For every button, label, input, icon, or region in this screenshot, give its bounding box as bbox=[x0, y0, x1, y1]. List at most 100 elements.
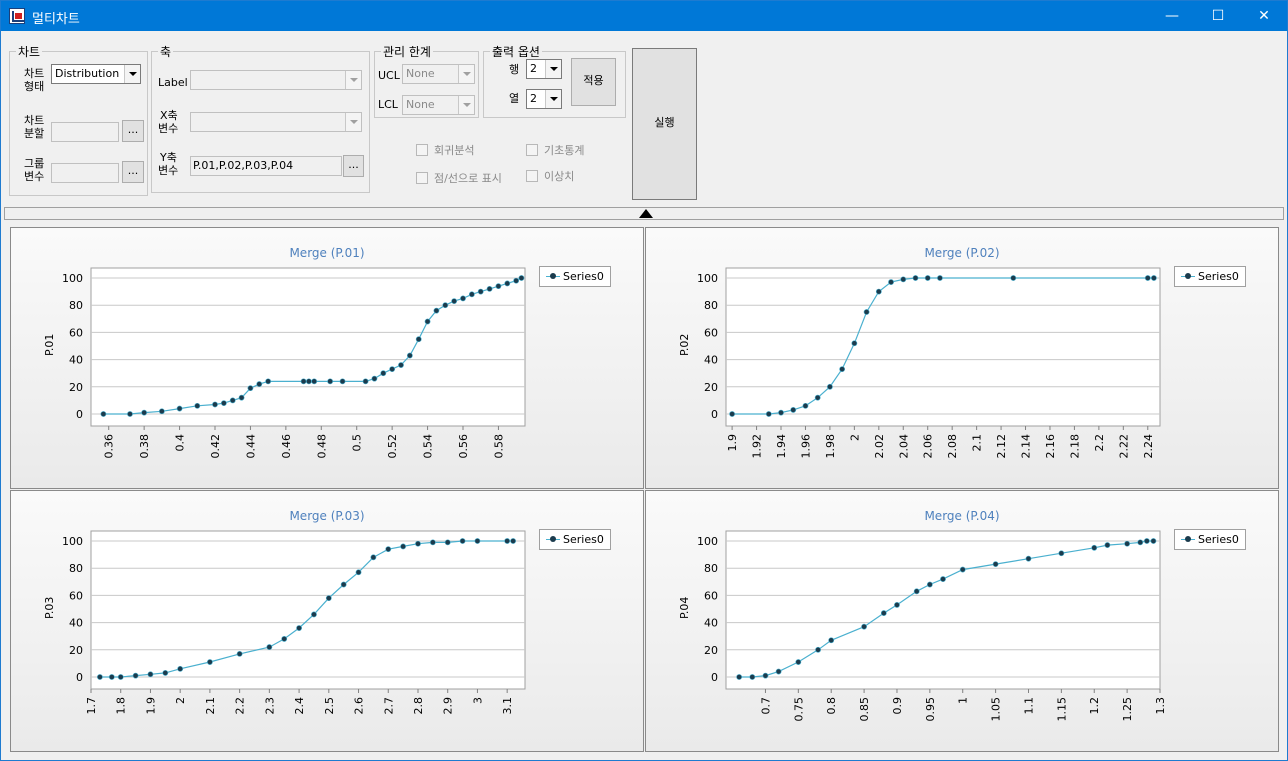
chevron-down-icon[interactable] bbox=[345, 113, 361, 131]
data-point bbox=[495, 283, 502, 290]
x-tick-label: 2.18 bbox=[1068, 434, 1081, 459]
chevron-down-icon[interactable] bbox=[545, 60, 561, 78]
group-var-field[interactable] bbox=[51, 163, 119, 183]
data-point bbox=[238, 394, 245, 401]
chart-legend: Series0 bbox=[1174, 529, 1246, 550]
apply-button[interactable]: 적용 bbox=[571, 58, 616, 106]
y-tick-label: 40 bbox=[69, 354, 83, 367]
checkbox-icon[interactable] bbox=[416, 144, 428, 156]
data-point bbox=[815, 646, 821, 653]
x-tick-label: 1.7 bbox=[85, 697, 98, 715]
data-point bbox=[141, 409, 148, 416]
chevron-down-icon[interactable] bbox=[458, 96, 474, 114]
data-point bbox=[790, 407, 797, 413]
data-point bbox=[775, 668, 782, 675]
x-tick-label: 0.38 bbox=[138, 434, 151, 459]
checkbox-icon[interactable] bbox=[526, 144, 538, 156]
point-line-checkbox[interactable]: 점/선으로 표시 bbox=[416, 172, 502, 185]
ucl-select[interactable]: None bbox=[402, 64, 475, 84]
group-var-browse-button[interactable]: ... bbox=[122, 161, 144, 183]
ucl-value: None bbox=[406, 67, 435, 80]
chevron-down-icon[interactable] bbox=[345, 71, 361, 89]
data-point bbox=[851, 340, 858, 347]
chart-type-select[interactable]: Distribution bbox=[51, 64, 141, 84]
control-limit-legend: 관리 한계 bbox=[383, 45, 431, 59]
data-point bbox=[207, 659, 213, 665]
close-button[interactable]: ✕ bbox=[1258, 8, 1270, 24]
x-var-label-2: 변수 bbox=[158, 122, 179, 135]
chevron-down-icon[interactable] bbox=[458, 65, 474, 83]
chart-split-browse-button[interactable]: ... bbox=[122, 120, 144, 142]
y-var-field[interactable]: P.01,P.02,P.03,P.04 bbox=[190, 156, 342, 176]
axis-group: 축 bbox=[151, 43, 370, 193]
data-point bbox=[424, 318, 431, 325]
x-tick-label: 2.1 bbox=[971, 434, 984, 452]
x-var-select[interactable] bbox=[190, 112, 362, 132]
checkbox-icon[interactable] bbox=[526, 170, 538, 182]
row-select[interactable]: 2 bbox=[526, 59, 562, 79]
data-point bbox=[256, 381, 263, 387]
y-tick-label: 20 bbox=[69, 644, 83, 657]
data-point bbox=[894, 602, 900, 608]
chevron-down-icon[interactable] bbox=[545, 90, 561, 108]
data-point bbox=[220, 400, 227, 407]
chart-legend: Series0 bbox=[539, 266, 611, 287]
legend-series-name: Series0 bbox=[1198, 270, 1239, 283]
app-chart-icon bbox=[9, 8, 25, 24]
minimize-button[interactable]: — bbox=[1165, 8, 1179, 24]
chart-panel-2: Merge (P.02) 0 20 40 60 80 100 1.9 1.92 1.94 1.96… bbox=[645, 227, 1279, 489]
basic-stats-label: 기초통계 bbox=[544, 144, 585, 157]
basic-stats-checkbox[interactable]: 기초통계 bbox=[526, 144, 584, 157]
chart-plot: 0 20 40 60 80 100 1.9 1.92 1.94 1.96 1.98 2 2.02 2.04… bbox=[697, 267, 1161, 459]
regression-checkbox[interactable]: 회귀분석 bbox=[416, 144, 474, 157]
data-point bbox=[371, 375, 378, 382]
label-field-label: Label bbox=[158, 76, 188, 89]
y-tick-label: 0 bbox=[76, 671, 83, 684]
data-point bbox=[762, 672, 769, 679]
lcl-select[interactable]: None bbox=[402, 95, 475, 115]
col-select[interactable]: 2 bbox=[526, 89, 562, 109]
data-point bbox=[880, 610, 887, 616]
x-tick-label: 2.1 bbox=[204, 697, 217, 715]
chevron-down-icon[interactable] bbox=[124, 65, 140, 83]
output-option-group: 출력 옵션 bbox=[483, 43, 626, 118]
label-select[interactable] bbox=[190, 70, 362, 90]
chart-type-label-1: 차트 bbox=[24, 67, 45, 80]
data-point bbox=[325, 595, 332, 602]
x-tick-label: 1.92 bbox=[751, 434, 764, 459]
data-point bbox=[1010, 275, 1017, 281]
checkbox-icon[interactable] bbox=[416, 172, 428, 184]
ucl-label: UCL bbox=[378, 69, 400, 82]
title-bar[interactable]: 멀티차트 — ☐ ✕ bbox=[1, 1, 1287, 31]
x-tick-label: 0.95 bbox=[924, 697, 937, 722]
data-point bbox=[117, 674, 124, 680]
outlier-checkbox[interactable]: 이상치 bbox=[526, 170, 574, 183]
col-label: 열 bbox=[509, 92, 520, 105]
maximize-button[interactable]: ☐ bbox=[1211, 8, 1225, 24]
chart-group: 차트 bbox=[9, 43, 148, 196]
chart-split-field[interactable] bbox=[51, 122, 119, 142]
data-point bbox=[778, 409, 784, 416]
group-var-label-1: 그룹 bbox=[24, 157, 45, 170]
data-point bbox=[1104, 542, 1111, 548]
x-tick-label: 2.16 bbox=[1044, 434, 1057, 459]
y-tick-label: 40 bbox=[704, 617, 718, 630]
y-tick-label: 80 bbox=[704, 562, 718, 575]
chart-legend: Series0 bbox=[1174, 266, 1246, 287]
y-var-browse-button[interactable]: ... bbox=[343, 155, 364, 177]
data-point bbox=[339, 378, 346, 385]
data-point bbox=[513, 277, 520, 284]
data-point bbox=[486, 285, 493, 292]
x-tick-label: 2.3 bbox=[263, 697, 276, 715]
x-tick-label: 0.7 bbox=[759, 697, 772, 715]
data-point bbox=[311, 378, 318, 385]
run-button[interactable]: 실행 bbox=[632, 48, 697, 200]
y-tick-label: 80 bbox=[69, 299, 83, 312]
x-tick-label: 1.9 bbox=[726, 434, 739, 452]
data-point bbox=[913, 588, 920, 595]
y-tick-label: 40 bbox=[69, 617, 83, 630]
x-tick-label: 0.36 bbox=[103, 434, 116, 459]
collapse-up-icon[interactable] bbox=[639, 209, 653, 218]
panel-splitter[interactable] bbox=[4, 207, 1284, 220]
